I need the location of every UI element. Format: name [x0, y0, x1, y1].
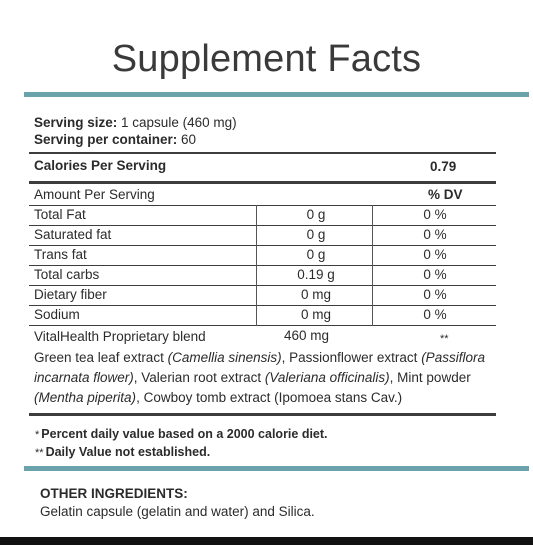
- serving-size-value: 1 capsule (460 mg): [117, 115, 237, 130]
- header-divider-line: [29, 205, 496, 206]
- nutrient-dv: 0 %: [423, 287, 447, 302]
- other-ingredients-heading: OTHER INGREDIENTS:: [40, 486, 188, 501]
- ingredient-name: , Mint powder: [389, 370, 471, 385]
- ingredient-name: , Passionflower extract: [281, 350, 422, 365]
- serving-container-label: Serving per container:: [34, 132, 178, 147]
- latin-name: (Camellia sinensis): [167, 350, 282, 365]
- amount-header: Amount Per Serving: [34, 187, 155, 202]
- thick-divider-line: [29, 181, 496, 184]
- other-ingredients-text: Gelatin capsule (gelatin and water) and …: [40, 504, 315, 519]
- ingredient-name: , Cowboy tomb extract (Ipomoea stans Cav…: [136, 390, 403, 405]
- serving-size-line: Serving size: 1 capsule (460 mg): [34, 114, 237, 131]
- blend-ingredients: Green tea leaf extract (Camellia sinensi…: [34, 348, 496, 408]
- nutrient-amount: 0 mg: [300, 287, 331, 302]
- footnote-dv: ** Daily Value not established.: [35, 445, 210, 459]
- row-divider-line: [29, 325, 496, 326]
- nutrient-dv: 0 %: [423, 267, 447, 282]
- serving-size-label: Serving size:: [34, 115, 118, 130]
- row-divider-line: [29, 245, 496, 246]
- latin-name: (Mentha piperita): [34, 390, 137, 405]
- nutrient-name: Saturated fat: [34, 227, 112, 242]
- footnote-text: Daily Value not established.: [45, 445, 211, 459]
- row-divider-line: [29, 225, 496, 226]
- page-title: Supplement Facts: [111, 38, 422, 80]
- blend-dv: **: [440, 333, 449, 345]
- footnote-percent: * Percent daily value based on a 2000 cal…: [35, 427, 328, 441]
- nutrient-name: Total carbs: [34, 267, 100, 282]
- calories-label: Calories Per Serving: [34, 158, 167, 173]
- nutrient-dv: 0 %: [423, 307, 447, 322]
- row-divider-line: [29, 305, 496, 306]
- divider-line: [29, 152, 496, 154]
- nutrient-amount: 0 g: [306, 207, 326, 222]
- latin-name: (Passiflora incarnata flower): [34, 350, 485, 385]
- row-divider-line: [29, 285, 496, 286]
- column-divider: [256, 205, 257, 326]
- footnote-text: Percent daily value based on a 2000 calo…: [41, 427, 328, 441]
- serving-container-line: Serving per container: 60: [34, 131, 237, 148]
- nutrient-amount: 0.19 g: [297, 267, 335, 282]
- latin-name: (Valeriana officinalis): [264, 370, 390, 385]
- nutrient-name: Sodium: [34, 307, 80, 322]
- calories-value: 0.79: [430, 159, 457, 174]
- footnote-mark: *: [35, 429, 40, 441]
- bottom-divider-bar: [24, 466, 529, 471]
- blend-amount: 460 mg: [284, 328, 330, 343]
- nutrient-amount: 0 g: [306, 247, 326, 262]
- footnote-mark: **: [35, 447, 44, 459]
- column-divider: [372, 205, 373, 326]
- thick-divider-line: [29, 413, 496, 416]
- top-divider-bar: [24, 92, 529, 97]
- bottom-black-strip: [0, 537, 533, 545]
- nutrient-name: Total Fat: [34, 207, 86, 222]
- blend-name: VitalHealth Proprietary blend: [34, 329, 206, 344]
- dv-header: % DV: [428, 187, 463, 202]
- nutrient-dv: 0 %: [423, 207, 447, 222]
- ingredient-name: , Valerian root extract: [133, 370, 265, 385]
- nutrient-name: Dietary fiber: [34, 287, 107, 302]
- nutrient-amount: 0 mg: [300, 307, 331, 322]
- serving-info: Serving size: 1 capsule (460 mg) Serving…: [34, 114, 237, 148]
- serving-container-value: 60: [177, 132, 197, 147]
- ingredient-name: Green tea leaf extract: [34, 350, 168, 365]
- nutrient-dv: 0 %: [423, 227, 447, 242]
- nutrient-name: Trans fat: [34, 247, 87, 262]
- nutrient-dv: 0 %: [423, 247, 447, 262]
- nutrient-amount: 0 g: [306, 227, 326, 242]
- row-divider-line: [29, 265, 496, 266]
